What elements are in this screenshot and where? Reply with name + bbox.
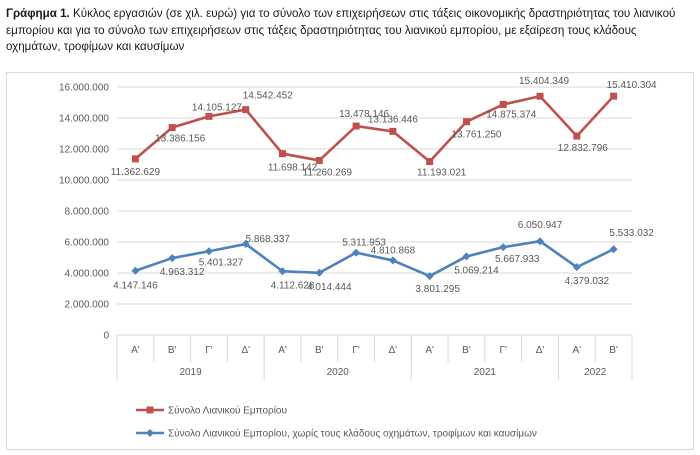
- data-label: 11.193.021: [417, 168, 467, 179]
- data-label: 4.810.868: [371, 245, 416, 256]
- legend-entry: Σύνολο Λιανικού Εμπορίου, χωρίς τους κλά…: [168, 428, 537, 440]
- data-point-marker: [315, 268, 324, 277]
- y-tick-label: 10.000.000: [59, 176, 109, 187]
- data-label: 5.868.337: [246, 234, 291, 245]
- data-label: 6.050.947: [518, 220, 563, 231]
- x-tick-label: Α': [278, 345, 287, 356]
- data-point-marker: [279, 150, 287, 158]
- x-year-label: 2021: [474, 367, 497, 378]
- data-label: 13.761.250: [451, 130, 501, 141]
- x-tick-label: Γ': [352, 345, 360, 356]
- x-tick-label: Α': [131, 345, 140, 356]
- data-point-marker: [609, 245, 618, 254]
- data-point-marker: [573, 132, 581, 140]
- y-tick-label: 4.000.000: [65, 269, 110, 280]
- data-label: 13.136.446: [368, 114, 418, 125]
- data-point-marker: [352, 248, 361, 257]
- data-label: 14.542.452: [243, 91, 293, 102]
- data-point-marker: [388, 256, 397, 265]
- data-point-marker: [205, 112, 213, 120]
- data-point-marker: [131, 155, 139, 163]
- data-point-marker: [536, 92, 544, 100]
- data-label: 13.478.146: [339, 109, 389, 120]
- caption-text: Κύκλος εργασιών (σε χιλ. ευρώ) για το σύ…: [6, 7, 676, 53]
- legend-marker: [146, 406, 154, 414]
- data-point-marker: [462, 252, 471, 261]
- data-label: 4.379.032: [565, 276, 610, 287]
- y-tick-label: 2.000.000: [65, 300, 110, 311]
- legend-marker: [146, 429, 154, 437]
- data-point-marker: [499, 243, 508, 252]
- data-label: 14.875.374: [486, 109, 536, 120]
- data-point-marker: [131, 266, 140, 275]
- x-year-label: 2022: [584, 367, 607, 378]
- y-tick-label: 12.000.000: [59, 145, 109, 156]
- data-point-marker: [499, 100, 507, 108]
- data-label: 11.698.142: [268, 163, 318, 174]
- data-label: 15.410.304: [607, 80, 657, 91]
- data-label: 3.801.295: [415, 284, 460, 295]
- data-label: 11.362.629: [111, 167, 161, 178]
- x-year-label: 2020: [327, 367, 350, 378]
- data-label: 11.260.269: [303, 167, 353, 178]
- data-label: 5.311.953: [342, 238, 386, 249]
- x-tick-label: Δ': [241, 345, 250, 356]
- data-label: 14.105.127: [192, 102, 242, 113]
- x-tick-label: Γ': [500, 345, 508, 356]
- data-label: 5.401.327: [199, 257, 244, 268]
- x-tick-label: Β': [315, 345, 324, 356]
- data-point-marker: [389, 127, 397, 135]
- y-tick-label: 0: [103, 331, 109, 342]
- y-tick-label: 6.000.000: [65, 238, 110, 249]
- data-point-marker: [168, 254, 177, 263]
- series-line: [134, 94, 615, 163]
- x-tick-label: Δ': [389, 345, 398, 356]
- y-tick-label: 8.000.000: [65, 207, 110, 218]
- data-label: 5.069.214: [454, 265, 499, 276]
- chart-frame: [6, 72, 694, 450]
- data-point-marker: [426, 158, 434, 166]
- data-label: 4.014.444: [307, 282, 352, 293]
- x-tick-label: Γ': [205, 345, 213, 356]
- data-point-marker: [241, 240, 250, 249]
- data-label: 5.533.032: [609, 228, 654, 239]
- data-label: 13.386.156: [155, 134, 205, 145]
- data-point-marker: [204, 247, 213, 256]
- chart-caption: Γράφημα 1. Κύκλος εργασιών (σε χιλ. ευρώ…: [6, 6, 694, 56]
- data-point-marker: [610, 92, 618, 100]
- x-tick-label: Α': [425, 345, 434, 356]
- data-point-marker: [315, 156, 323, 164]
- data-point-marker: [572, 263, 581, 272]
- x-year-label: 2019: [179, 367, 202, 378]
- data-point-marker: [242, 106, 250, 114]
- x-tick-label: Β': [168, 345, 177, 356]
- data-point-marker: [168, 124, 176, 132]
- data-label: 12.832.796: [558, 143, 608, 154]
- series-line: [134, 239, 615, 278]
- x-tick-label: Δ': [536, 345, 545, 356]
- y-tick-label: 14.000.000: [59, 114, 109, 125]
- data-point-marker: [462, 118, 470, 126]
- data-label: 4.147.146: [113, 281, 158, 292]
- y-tick-label: 16.000.000: [59, 83, 109, 94]
- data-point-marker: [352, 122, 360, 130]
- data-point-marker: [425, 272, 434, 281]
- data-label: 4.963.312: [160, 267, 205, 278]
- data-point-marker: [278, 267, 287, 276]
- x-tick-label: Β': [609, 345, 618, 356]
- data-label: 5.667.933: [495, 254, 540, 265]
- data-label: 4.112.628: [271, 280, 315, 291]
- legend-entry: Σύνολο Λιανικού Εμπορίου: [168, 405, 287, 417]
- caption-label: Γράφημα 1.: [6, 7, 70, 20]
- data-label: 15.404.349: [519, 76, 569, 87]
- x-tick-label: Β': [462, 345, 471, 356]
- x-tick-label: Α': [573, 345, 582, 356]
- data-point-marker: [536, 237, 545, 246]
